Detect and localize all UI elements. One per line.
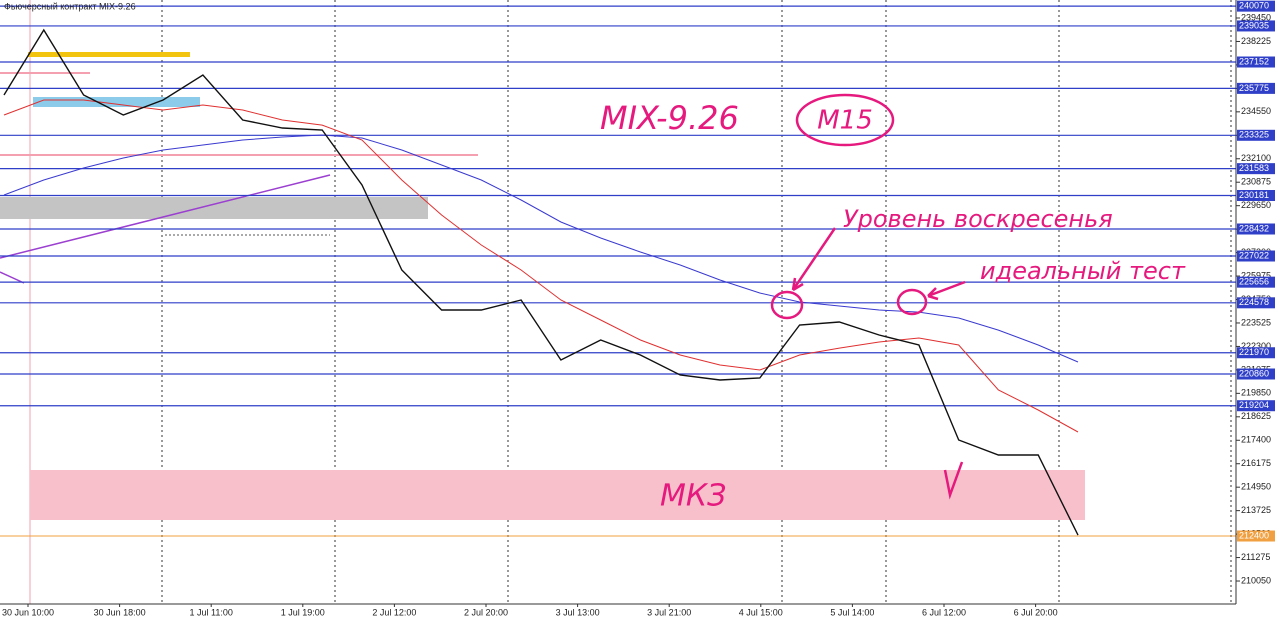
level-label: 233325 xyxy=(1239,130,1269,140)
y-tick-label: 210050 xyxy=(1241,575,1271,585)
y-tick-label: 238225 xyxy=(1241,36,1271,46)
support-label: 212400 xyxy=(1239,530,1269,540)
y-tick-label: 218625 xyxy=(1241,411,1271,421)
mkz-zone xyxy=(30,470,1085,520)
level-tag xyxy=(1237,250,1275,262)
level-tag xyxy=(1237,347,1275,359)
trend-line xyxy=(0,174,331,259)
y-tick-label: 219850 xyxy=(1241,388,1271,398)
y-tick-label: 214950 xyxy=(1241,482,1271,492)
x-tick-label: 3 Jul 21:00 xyxy=(647,607,691,617)
level-tag xyxy=(1237,190,1275,202)
chart-title: Фьючерсный контракт MIX-9.26 xyxy=(4,1,136,11)
level-tag xyxy=(1237,276,1275,288)
moving-average xyxy=(3,134,1079,363)
x-tick-label: 30 Jun 18:00 xyxy=(94,607,146,617)
day-separators xyxy=(161,0,1232,604)
annotation: МКЗ xyxy=(660,479,726,514)
level-tag xyxy=(1237,163,1275,175)
level-tag xyxy=(1237,20,1275,32)
level-label: 230181 xyxy=(1239,190,1269,200)
level-tag xyxy=(1237,82,1275,94)
level-tag xyxy=(1237,129,1275,141)
y-tick-label: 234550 xyxy=(1241,106,1271,116)
plot xyxy=(3,28,1079,536)
blue-zone xyxy=(33,97,200,107)
price-line xyxy=(3,28,1079,536)
level-label: 237152 xyxy=(1239,56,1269,66)
gray-zone xyxy=(0,197,428,219)
level-label: 225656 xyxy=(1239,277,1269,287)
levels xyxy=(0,5,1236,537)
level-label: 220860 xyxy=(1239,368,1269,378)
x-tick-label: 30 Jun 10:00 xyxy=(2,607,54,617)
x-tick-label: 6 Jul 12:00 xyxy=(922,607,966,617)
level-label: 240070 xyxy=(1239,1,1269,11)
level-tag xyxy=(1237,0,1275,12)
annotation: MIX-9.26 xyxy=(600,99,739,137)
level-label: 239035 xyxy=(1239,20,1269,30)
x-tick-label: 6 Jul 20:00 xyxy=(1014,607,1058,617)
y-tick-label: 211275 xyxy=(1241,552,1270,562)
level-label: 228432 xyxy=(1239,223,1269,233)
y-tick-label: 216175 xyxy=(1241,458,1271,468)
y-tick-label: 213725 xyxy=(1241,505,1271,515)
y-tick-label: 223525 xyxy=(1241,317,1271,327)
level-label: 219204 xyxy=(1239,400,1269,410)
y-tick-label: 229650 xyxy=(1241,200,1271,210)
level-tag xyxy=(1237,400,1275,412)
level-tag xyxy=(1237,56,1275,68)
level-tag xyxy=(1237,297,1275,309)
level-label: 235775 xyxy=(1239,83,1269,93)
y-tick-label: 222300 xyxy=(1241,341,1271,351)
x-tick-label: 3 Jul 13:00 xyxy=(556,607,600,617)
x-tick-label: 2 Jul 12:00 xyxy=(372,607,416,617)
x-tick-label: 5 Jul 14:00 xyxy=(830,607,874,617)
level-tag xyxy=(1237,368,1275,380)
annotation: Уровень воскресенья xyxy=(843,205,1113,233)
yellow-zone xyxy=(28,52,190,57)
y-tick-label: 239450 xyxy=(1241,12,1271,22)
y-tick-label: 230875 xyxy=(1241,177,1271,187)
x-tick-label: 1 Jul 11:00 xyxy=(190,607,233,617)
y-tick-label: 225975 xyxy=(1241,270,1271,280)
level-label: 227022 xyxy=(1239,250,1269,260)
level-label: 221970 xyxy=(1239,347,1269,357)
annotation: идеальный тест xyxy=(980,257,1186,285)
hand-drawings xyxy=(770,93,966,500)
price-axis-bg xyxy=(1236,0,1280,622)
annotation: M15 xyxy=(817,106,873,136)
x-tick-label: 1 Jul 19:00 xyxy=(281,607,325,617)
level-label: 231583 xyxy=(1239,163,1269,173)
trend-line xyxy=(0,271,25,284)
level-tag xyxy=(1237,223,1275,235)
y-tick-label: 217400 xyxy=(1241,435,1271,445)
x-tick-label: 4 Jul 15:00 xyxy=(739,607,783,617)
x-tick-label: 2 Jul 20:00 xyxy=(464,607,508,617)
level-label: 224578 xyxy=(1239,297,1269,307)
support-tag xyxy=(1237,530,1275,542)
y-tick-label: 232100 xyxy=(1241,153,1271,163)
